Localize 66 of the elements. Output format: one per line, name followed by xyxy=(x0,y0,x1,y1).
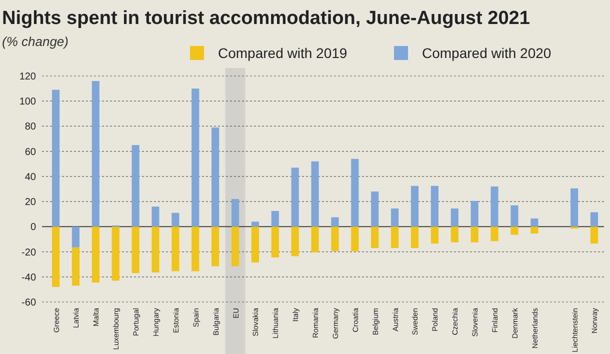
bar xyxy=(152,206,160,227)
y-tick-label: -20 xyxy=(22,247,36,258)
y-tick-label: 60 xyxy=(24,146,36,158)
bar xyxy=(590,226,598,244)
chart-subtitle: (% change) xyxy=(2,34,68,49)
y-tick-label: 40 xyxy=(24,172,36,183)
legend-label: Compared with 2020 xyxy=(422,45,552,61)
bar xyxy=(291,226,299,256)
bar xyxy=(72,226,80,248)
bar xyxy=(490,186,498,227)
bar xyxy=(271,226,279,258)
y-tick-label: 120 xyxy=(19,72,36,82)
y-tick-label: 80 xyxy=(24,122,36,133)
bar xyxy=(291,168,299,227)
bar xyxy=(132,145,140,227)
bar xyxy=(192,88,200,227)
chart-title: Nights spent in tourist accommodation, June-August 2021 xyxy=(2,8,530,29)
bar xyxy=(251,222,259,227)
bar xyxy=(212,226,220,266)
bar xyxy=(510,226,518,235)
bar xyxy=(52,226,60,287)
bar xyxy=(470,200,478,227)
bar xyxy=(590,212,598,227)
bar xyxy=(410,186,419,227)
bar xyxy=(172,212,180,227)
bar xyxy=(391,226,399,248)
bar xyxy=(212,127,220,227)
bar xyxy=(510,205,518,227)
bar xyxy=(112,226,120,281)
bar xyxy=(490,226,498,242)
bar xyxy=(271,210,279,227)
bar xyxy=(430,186,438,227)
bar xyxy=(331,226,339,252)
bar xyxy=(172,226,180,272)
bar xyxy=(52,90,60,227)
bar xyxy=(450,208,458,227)
bar xyxy=(371,226,379,248)
bar xyxy=(92,226,100,283)
bar xyxy=(351,158,359,227)
bar xyxy=(72,247,80,286)
bar xyxy=(132,226,140,274)
bar xyxy=(570,188,578,227)
bar xyxy=(371,192,379,227)
y-tick-label: -40 xyxy=(22,272,36,284)
y-tick-label: -60 xyxy=(22,298,36,308)
bar xyxy=(92,81,100,227)
bar xyxy=(231,199,240,227)
bar xyxy=(311,161,319,227)
bar xyxy=(450,226,458,242)
legend-label: Compared with 2019 xyxy=(218,45,348,61)
bar xyxy=(530,226,538,234)
bar xyxy=(470,226,478,242)
bar xyxy=(311,226,319,252)
bar xyxy=(152,226,160,272)
bar xyxy=(391,208,399,227)
bar xyxy=(430,226,438,244)
bar xyxy=(530,218,538,227)
y-tick-label: 0 xyxy=(30,222,36,234)
bar xyxy=(251,226,259,262)
bar xyxy=(192,226,200,272)
bar xyxy=(351,226,359,252)
bar xyxy=(331,217,339,227)
y-tick-label: 100 xyxy=(19,96,36,108)
y-tick-label: 20 xyxy=(24,197,36,208)
bar xyxy=(410,226,419,248)
bar xyxy=(231,226,240,266)
